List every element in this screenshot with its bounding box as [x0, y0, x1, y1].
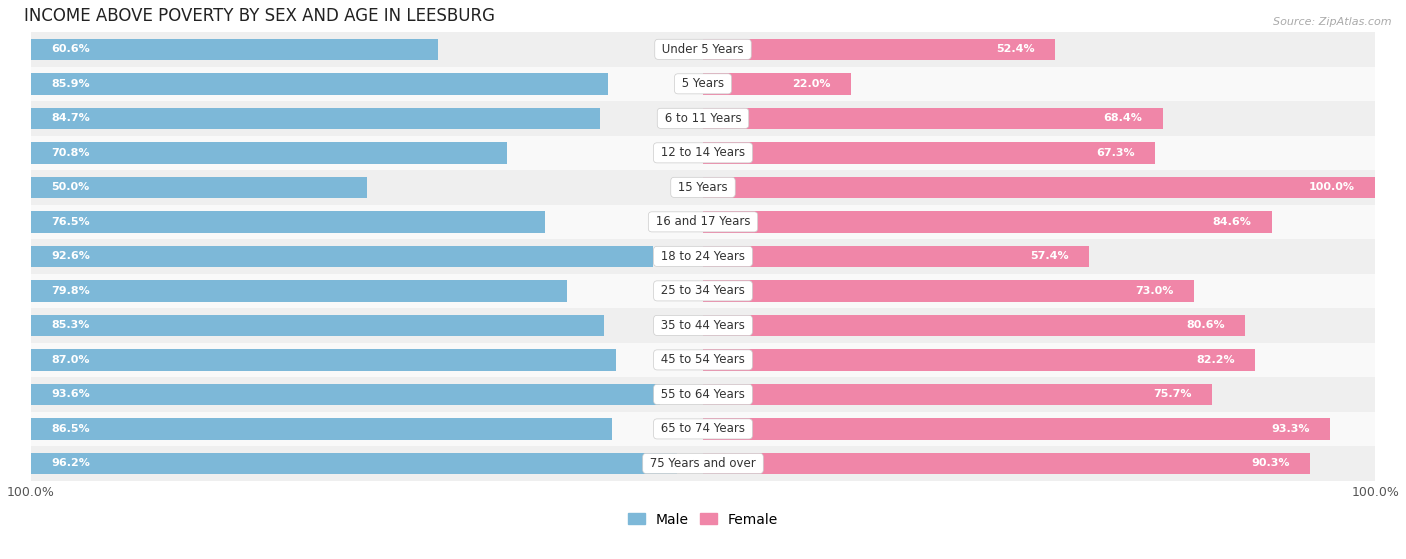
- Bar: [31, 315, 605, 336]
- Bar: [31, 273, 1375, 308]
- Bar: [31, 349, 616, 371]
- Text: 82.2%: 82.2%: [1197, 355, 1236, 365]
- Text: 79.8%: 79.8%: [51, 286, 90, 296]
- Bar: [703, 108, 1163, 129]
- Bar: [703, 245, 1088, 267]
- Text: 6 to 11 Years: 6 to 11 Years: [661, 112, 745, 125]
- Bar: [31, 101, 1375, 136]
- Text: 84.7%: 84.7%: [51, 113, 90, 124]
- Bar: [31, 211, 546, 233]
- Bar: [31, 377, 1375, 411]
- Text: 96.2%: 96.2%: [51, 458, 90, 468]
- Text: 75 Years and over: 75 Years and over: [647, 457, 759, 470]
- Bar: [31, 67, 1375, 101]
- Bar: [31, 446, 1375, 481]
- Bar: [703, 315, 1244, 336]
- Text: 50.0%: 50.0%: [51, 182, 90, 192]
- Bar: [31, 170, 1375, 205]
- Bar: [703, 418, 1330, 439]
- Bar: [31, 280, 567, 301]
- Text: 60.6%: 60.6%: [51, 44, 90, 54]
- Text: 35 to 44 Years: 35 to 44 Years: [657, 319, 749, 332]
- Text: 57.4%: 57.4%: [1031, 252, 1069, 262]
- Text: 80.6%: 80.6%: [1185, 320, 1225, 330]
- Bar: [703, 73, 851, 94]
- Text: 86.5%: 86.5%: [51, 424, 90, 434]
- Text: 85.9%: 85.9%: [51, 79, 90, 89]
- Bar: [31, 418, 612, 439]
- Text: 85.3%: 85.3%: [51, 320, 90, 330]
- Bar: [703, 453, 1310, 474]
- Bar: [31, 32, 1375, 67]
- Text: 18 to 24 Years: 18 to 24 Years: [657, 250, 749, 263]
- Bar: [31, 343, 1375, 377]
- Bar: [31, 245, 654, 267]
- Text: 52.4%: 52.4%: [997, 44, 1035, 54]
- Bar: [31, 142, 506, 164]
- Bar: [31, 136, 1375, 170]
- Bar: [703, 280, 1194, 301]
- Bar: [31, 239, 1375, 273]
- Text: 75.7%: 75.7%: [1153, 390, 1192, 400]
- Text: Source: ZipAtlas.com: Source: ZipAtlas.com: [1274, 17, 1392, 27]
- Text: 93.3%: 93.3%: [1271, 424, 1310, 434]
- Bar: [31, 73, 609, 94]
- Bar: [703, 142, 1156, 164]
- Text: 70.8%: 70.8%: [51, 148, 90, 158]
- Bar: [703, 383, 1212, 405]
- Text: 25 to 34 Years: 25 to 34 Years: [657, 285, 749, 297]
- Text: Under 5 Years: Under 5 Years: [658, 43, 748, 56]
- Text: 73.0%: 73.0%: [1135, 286, 1174, 296]
- Text: 45 to 54 Years: 45 to 54 Years: [657, 353, 749, 366]
- Text: 55 to 64 Years: 55 to 64 Years: [657, 388, 749, 401]
- Bar: [31, 39, 439, 60]
- Text: 84.6%: 84.6%: [1212, 217, 1251, 227]
- Text: 92.6%: 92.6%: [51, 252, 90, 262]
- Text: INCOME ABOVE POVERTY BY SEX AND AGE IN LEESBURG: INCOME ABOVE POVERTY BY SEX AND AGE IN L…: [24, 7, 495, 25]
- Bar: [703, 211, 1271, 233]
- Text: 76.5%: 76.5%: [51, 217, 90, 227]
- Bar: [703, 177, 1375, 198]
- Text: 12 to 14 Years: 12 to 14 Years: [657, 146, 749, 159]
- Bar: [31, 453, 678, 474]
- Text: 87.0%: 87.0%: [51, 355, 90, 365]
- Bar: [31, 411, 1375, 446]
- Text: 5 Years: 5 Years: [678, 77, 728, 91]
- Text: 22.0%: 22.0%: [792, 79, 831, 89]
- Bar: [31, 205, 1375, 239]
- Text: 90.3%: 90.3%: [1251, 458, 1289, 468]
- Legend: Male, Female: Male, Female: [623, 507, 783, 532]
- Text: 67.3%: 67.3%: [1097, 148, 1135, 158]
- Bar: [703, 39, 1054, 60]
- Text: 68.4%: 68.4%: [1104, 113, 1143, 124]
- Text: 65 to 74 Years: 65 to 74 Years: [657, 423, 749, 435]
- Text: 15 Years: 15 Years: [675, 181, 731, 194]
- Bar: [703, 349, 1256, 371]
- Text: 16 and 17 Years: 16 and 17 Years: [652, 215, 754, 229]
- Bar: [31, 383, 659, 405]
- Bar: [31, 177, 367, 198]
- Text: 93.6%: 93.6%: [51, 390, 90, 400]
- Bar: [31, 308, 1375, 343]
- Bar: [31, 108, 600, 129]
- Text: 100.0%: 100.0%: [1309, 182, 1355, 192]
